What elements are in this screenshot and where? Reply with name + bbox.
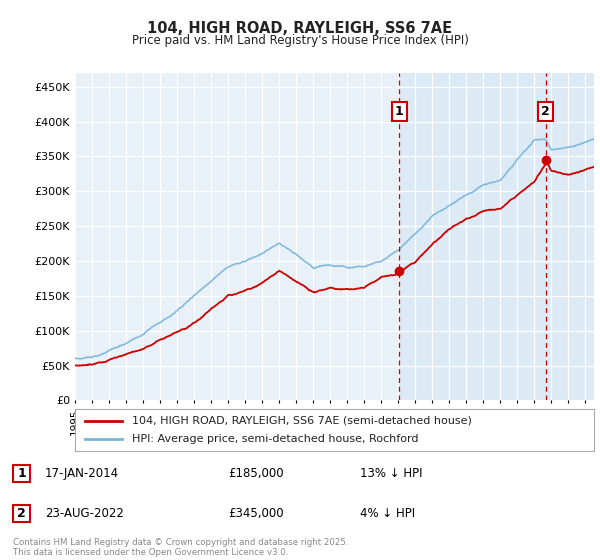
Text: 13% ↓ HPI: 13% ↓ HPI	[360, 466, 422, 480]
Text: 23-AUG-2022: 23-AUG-2022	[45, 507, 124, 520]
Text: £345,000: £345,000	[228, 507, 284, 520]
Bar	[399, 73, 594, 400]
Text: 104, HIGH ROAD, RAYLEIGH, SS6 7AE (semi-detached house): 104, HIGH ROAD, RAYLEIGH, SS6 7AE (semi-…	[132, 416, 472, 426]
Text: 2: 2	[541, 105, 550, 118]
Text: £185,000: £185,000	[228, 466, 284, 480]
Text: 4% ↓ HPI: 4% ↓ HPI	[360, 507, 415, 520]
Text: 1: 1	[17, 466, 26, 480]
Text: 1: 1	[395, 105, 404, 118]
Text: 2: 2	[17, 507, 26, 520]
Text: 104, HIGH ROAD, RAYLEIGH, SS6 7AE: 104, HIGH ROAD, RAYLEIGH, SS6 7AE	[148, 21, 452, 36]
Text: Contains HM Land Registry data © Crown copyright and database right 2025.
This d: Contains HM Land Registry data © Crown c…	[13, 538, 349, 557]
Text: HPI: Average price, semi-detached house, Rochford: HPI: Average price, semi-detached house,…	[132, 434, 419, 444]
Text: 17-JAN-2014: 17-JAN-2014	[45, 466, 119, 480]
Text: Price paid vs. HM Land Registry's House Price Index (HPI): Price paid vs. HM Land Registry's House …	[131, 34, 469, 46]
